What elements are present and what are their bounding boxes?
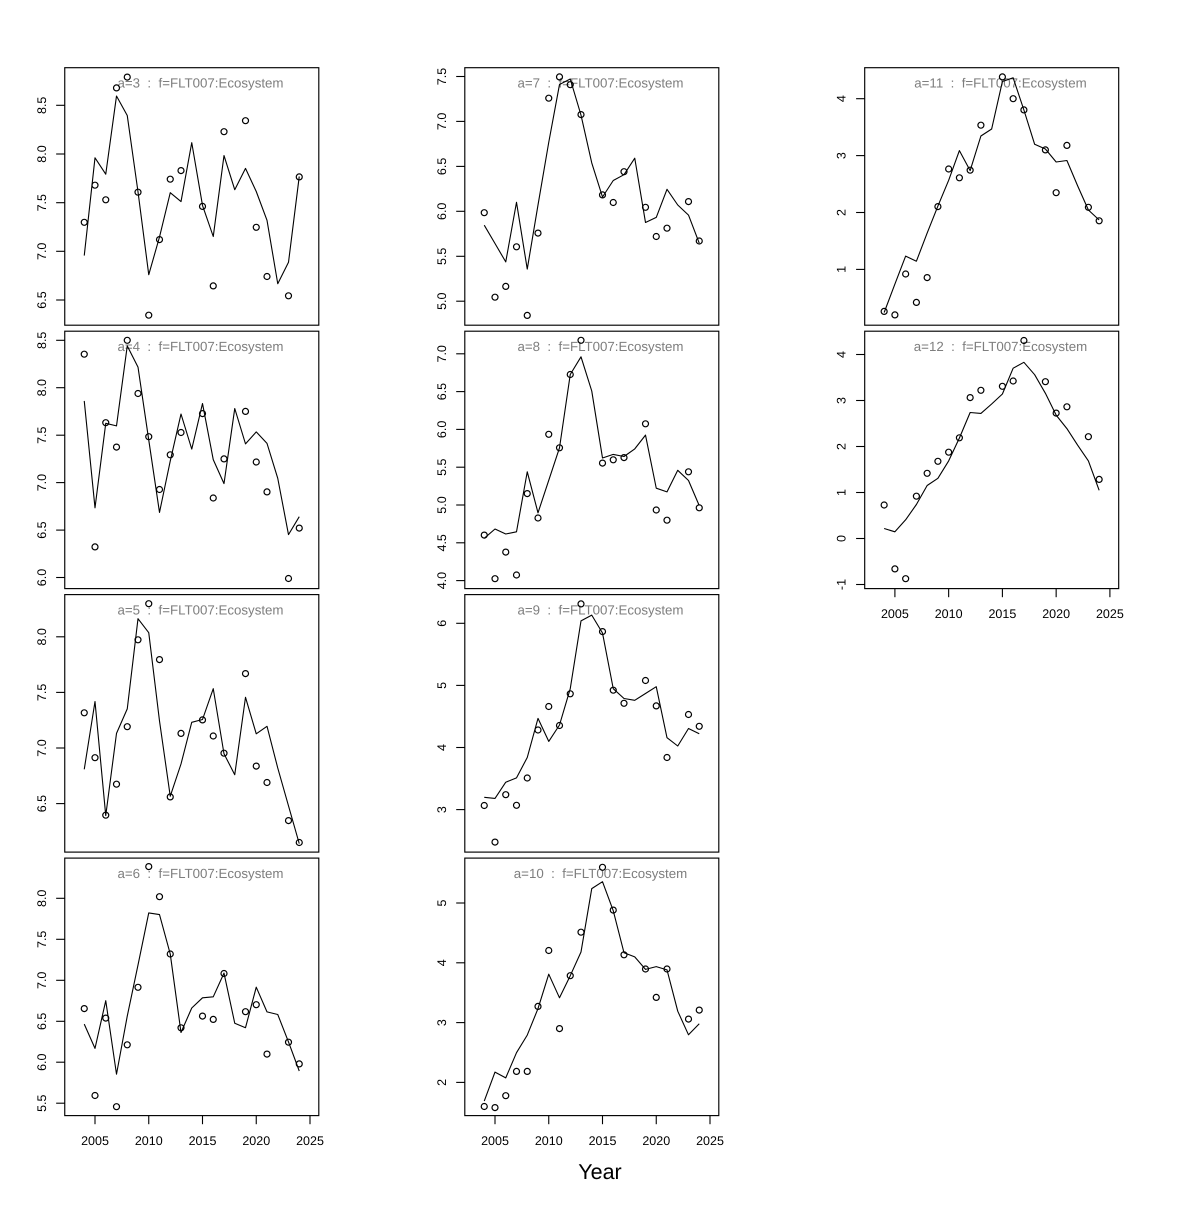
svg-text:5.0: 5.0: [435, 496, 449, 513]
svg-text:2: 2: [835, 209, 849, 216]
svg-text:8.5: 8.5: [35, 97, 49, 114]
svg-text:2005: 2005: [81, 1134, 109, 1148]
svg-text:5.5: 5.5: [35, 1094, 49, 1111]
svg-text:4: 4: [835, 95, 849, 102]
svg-text:6: 6: [435, 620, 449, 627]
svg-text:2015: 2015: [988, 607, 1016, 621]
svg-text:-1: -1: [835, 579, 849, 590]
svg-text:2: 2: [835, 443, 849, 450]
svg-text:a=8 : f=FLT007:Ecosystem: a=8 : f=FLT007:Ecosystem: [517, 339, 683, 354]
svg-text:1: 1: [835, 489, 849, 496]
svg-text:4: 4: [435, 959, 449, 966]
svg-text:2005: 2005: [881, 607, 909, 621]
svg-text:6.0: 6.0: [35, 1053, 49, 1070]
svg-text:5.5: 5.5: [435, 248, 449, 265]
svg-text:7.5: 7.5: [35, 194, 49, 211]
svg-text:7.5: 7.5: [435, 68, 449, 85]
svg-text:6.5: 6.5: [35, 521, 49, 538]
svg-text:2020: 2020: [1042, 607, 1070, 621]
svg-text:5: 5: [435, 682, 449, 689]
svg-text:a=12 : f=FLT007:Ecosystem: a=12 : f=FLT007:Ecosystem: [914, 339, 1087, 354]
svg-text:6.0: 6.0: [35, 569, 49, 586]
svg-text:4.5: 4.5: [435, 534, 449, 551]
svg-text:2020: 2020: [642, 1134, 670, 1148]
svg-text:7.0: 7.0: [35, 243, 49, 260]
svg-text:7.5: 7.5: [35, 684, 49, 701]
svg-text:2010: 2010: [935, 607, 963, 621]
svg-text:4: 4: [435, 744, 449, 751]
svg-text:2025: 2025: [696, 1134, 724, 1148]
svg-text:6.5: 6.5: [35, 291, 49, 308]
svg-text:7.0: 7.0: [35, 972, 49, 989]
svg-text:a=5 : f=FLT007:Ecosystem: a=5 : f=FLT007:Ecosystem: [117, 602, 283, 617]
svg-text:5.5: 5.5: [435, 458, 449, 475]
svg-text:6.0: 6.0: [435, 203, 449, 220]
svg-text:7.0: 7.0: [35, 739, 49, 756]
svg-text:a=3 : f=FLT007:Ecosystem: a=3 : f=FLT007:Ecosystem: [117, 76, 283, 91]
svg-text:6.5: 6.5: [35, 1013, 49, 1030]
svg-text:2020: 2020: [242, 1134, 270, 1148]
svg-text:2010: 2010: [135, 1134, 163, 1148]
svg-text:a=9 : f=FLT007:Ecosystem: a=9 : f=FLT007:Ecosystem: [517, 602, 683, 617]
svg-text:7.5: 7.5: [35, 426, 49, 443]
svg-text:6.5: 6.5: [35, 795, 49, 812]
svg-text:1: 1: [835, 266, 849, 273]
svg-text:7.0: 7.0: [435, 113, 449, 130]
svg-text:8.5: 8.5: [35, 332, 49, 349]
svg-text:8.0: 8.0: [35, 628, 49, 645]
svg-text:2015: 2015: [589, 1134, 617, 1148]
svg-text:6.5: 6.5: [435, 383, 449, 400]
svg-text:a=4 : f=FLT007:Ecosystem: a=4 : f=FLT007:Ecosystem: [117, 339, 283, 354]
svg-text:Year: Year: [578, 1160, 621, 1184]
svg-text:8.0: 8.0: [35, 379, 49, 396]
svg-text:5.0: 5.0: [435, 292, 449, 309]
svg-text:8.0: 8.0: [35, 145, 49, 162]
svg-text:4: 4: [835, 351, 849, 358]
svg-text:a=11 : f=FLT007:Ecosystem: a=11 : f=FLT007:Ecosystem: [914, 76, 1086, 91]
svg-text:2015: 2015: [189, 1134, 217, 1148]
svg-text:7.5: 7.5: [35, 931, 49, 948]
svg-text:2010: 2010: [535, 1134, 563, 1148]
svg-text:8.0: 8.0: [35, 890, 49, 907]
svg-text:3: 3: [435, 806, 449, 813]
svg-text:2025: 2025: [1096, 607, 1124, 621]
svg-text:3: 3: [835, 152, 849, 159]
svg-text:7.0: 7.0: [435, 345, 449, 362]
svg-text:2: 2: [435, 1079, 449, 1086]
svg-text:4.0: 4.0: [435, 572, 449, 589]
svg-text:a=10 : f=FLT007:Ecosystem: a=10 : f=FLT007:Ecosystem: [514, 866, 687, 881]
svg-text:6.0: 6.0: [435, 421, 449, 438]
svg-text:2005: 2005: [481, 1134, 509, 1148]
svg-text:6.5: 6.5: [435, 158, 449, 175]
svg-text:2025: 2025: [296, 1134, 324, 1148]
svg-text:7.0: 7.0: [35, 474, 49, 491]
svg-text:a=7 : f=FLT007:Ecosystem: a=7 : f=FLT007:Ecosystem: [517, 76, 683, 91]
svg-text:5: 5: [435, 899, 449, 906]
svg-text:3: 3: [435, 1019, 449, 1026]
svg-text:0: 0: [835, 535, 849, 542]
svg-text:a=6 : f=FLT007:Ecosystem: a=6 : f=FLT007:Ecosystem: [117, 866, 283, 881]
svg-text:3: 3: [835, 397, 849, 404]
